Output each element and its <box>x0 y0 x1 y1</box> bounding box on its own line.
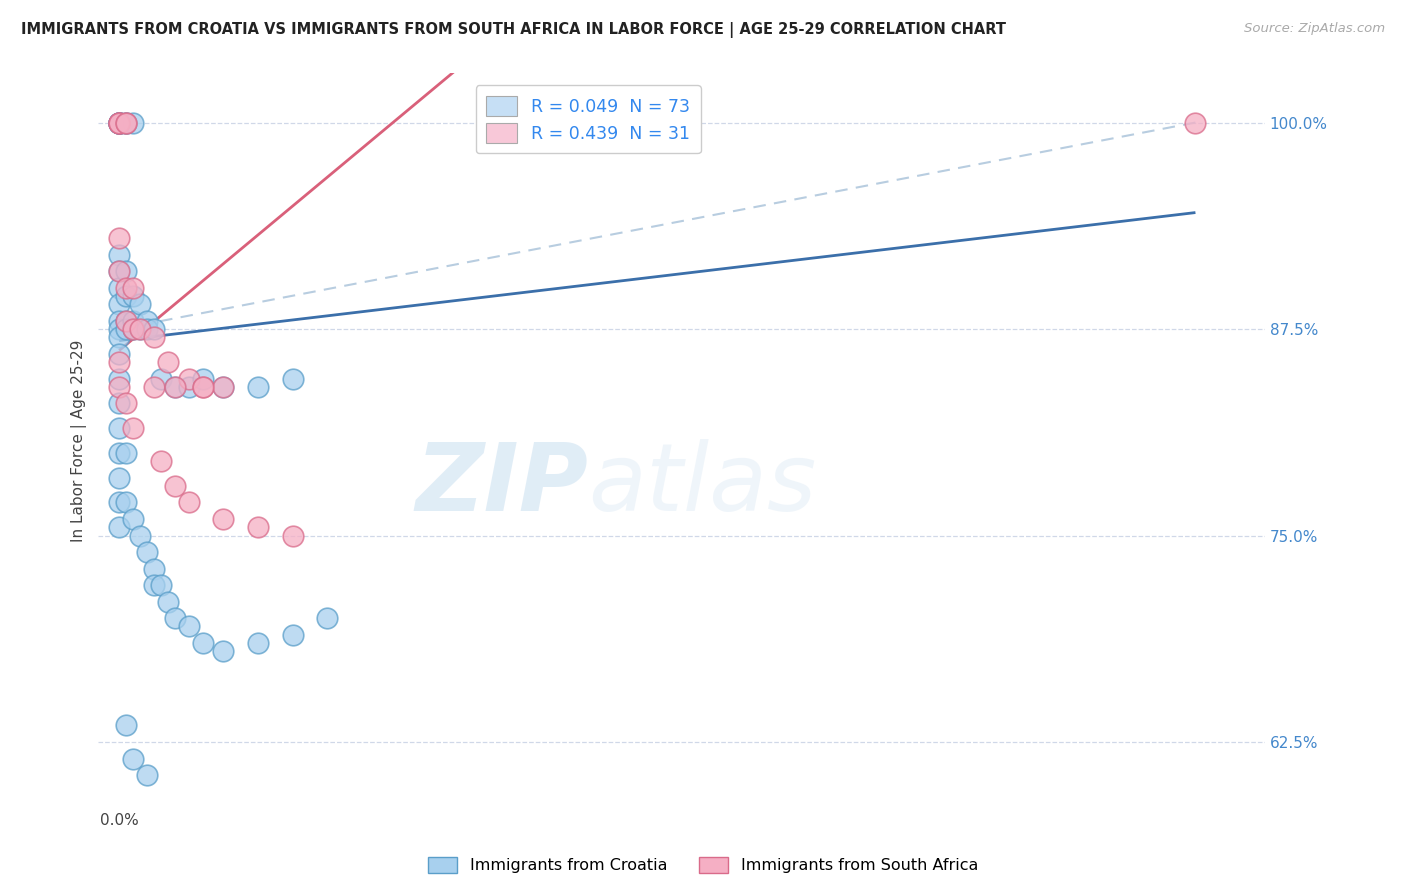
Point <box>108 322 131 336</box>
Point <box>177 619 200 633</box>
Point <box>108 355 131 369</box>
Point <box>108 115 131 129</box>
Point <box>149 371 172 385</box>
Point <box>212 380 235 394</box>
Text: IMMIGRANTS FROM CROATIA VS IMMIGRANTS FROM SOUTH AFRICA IN LABOR FORCE | AGE 25-: IMMIGRANTS FROM CROATIA VS IMMIGRANTS FR… <box>21 22 1007 38</box>
Point <box>281 627 304 641</box>
Point <box>108 330 131 344</box>
Point <box>191 380 214 394</box>
Point <box>129 322 152 336</box>
Point <box>122 421 145 435</box>
Point <box>115 314 138 328</box>
Point <box>108 297 131 311</box>
Point <box>108 281 131 295</box>
Point <box>108 115 131 129</box>
Point <box>115 281 138 295</box>
Point <box>142 380 165 394</box>
Y-axis label: In Labor Force | Age 25-29: In Labor Force | Age 25-29 <box>72 339 87 541</box>
Point <box>177 371 200 385</box>
Point <box>136 545 159 559</box>
Point <box>122 281 145 295</box>
Point <box>108 471 131 485</box>
Point <box>129 297 152 311</box>
Point <box>108 495 131 509</box>
Point <box>177 380 200 394</box>
Point <box>177 495 200 509</box>
Point <box>163 380 186 394</box>
Point <box>108 520 131 534</box>
Point <box>163 380 186 394</box>
Point <box>108 264 131 278</box>
Point <box>142 322 165 336</box>
Point <box>156 594 179 608</box>
Point <box>129 528 152 542</box>
Point <box>191 636 214 650</box>
Point <box>108 371 131 385</box>
Point <box>108 231 131 245</box>
Point <box>115 289 138 303</box>
Point <box>108 396 131 410</box>
Point <box>115 718 138 732</box>
Point <box>108 115 131 129</box>
Point <box>108 115 131 129</box>
Point <box>108 248 131 262</box>
Point <box>108 421 131 435</box>
Point <box>122 115 145 129</box>
Point <box>122 314 145 328</box>
Point <box>122 322 145 336</box>
Point <box>142 330 165 344</box>
Point <box>115 322 138 336</box>
Point <box>142 561 165 575</box>
Point <box>108 115 131 129</box>
Point <box>122 512 145 526</box>
Point <box>122 322 145 336</box>
Point <box>247 380 270 394</box>
Text: Source: ZipAtlas.com: Source: ZipAtlas.com <box>1244 22 1385 36</box>
Point <box>247 520 270 534</box>
Point <box>108 264 131 278</box>
Point <box>281 371 304 385</box>
Point <box>108 115 131 129</box>
Text: atlas: atlas <box>588 439 817 530</box>
Point <box>212 380 235 394</box>
Point <box>115 264 138 278</box>
Point <box>115 314 138 328</box>
Point <box>163 479 186 493</box>
Point <box>149 578 172 592</box>
Point <box>316 611 339 625</box>
Point <box>108 347 131 361</box>
Point <box>149 454 172 468</box>
Point <box>136 314 159 328</box>
Point <box>136 322 159 336</box>
Point <box>191 371 214 385</box>
Point <box>115 115 138 129</box>
Point <box>115 115 138 129</box>
Point <box>142 578 165 592</box>
Point <box>108 380 131 394</box>
Point <box>115 495 138 509</box>
Point <box>129 322 152 336</box>
Point <box>191 380 214 394</box>
Text: ZIP: ZIP <box>415 439 588 531</box>
Legend: R = 0.049  N = 73, R = 0.439  N = 31: R = 0.049 N = 73, R = 0.439 N = 31 <box>475 86 700 153</box>
Point <box>115 115 138 129</box>
Point <box>156 355 179 369</box>
Point <box>163 611 186 625</box>
Point <box>108 314 131 328</box>
Point <box>247 636 270 650</box>
Legend: Immigrants from Croatia, Immigrants from South Africa: Immigrants from Croatia, Immigrants from… <box>422 850 984 880</box>
Point <box>115 396 138 410</box>
Point <box>122 289 145 303</box>
Point <box>115 446 138 460</box>
Point <box>212 512 235 526</box>
Point <box>136 768 159 782</box>
Point <box>122 751 145 765</box>
Point <box>108 115 131 129</box>
Point <box>115 115 138 129</box>
Point <box>108 115 131 129</box>
Point <box>212 644 235 658</box>
Point <box>1184 115 1206 129</box>
Point <box>281 528 304 542</box>
Point <box>108 446 131 460</box>
